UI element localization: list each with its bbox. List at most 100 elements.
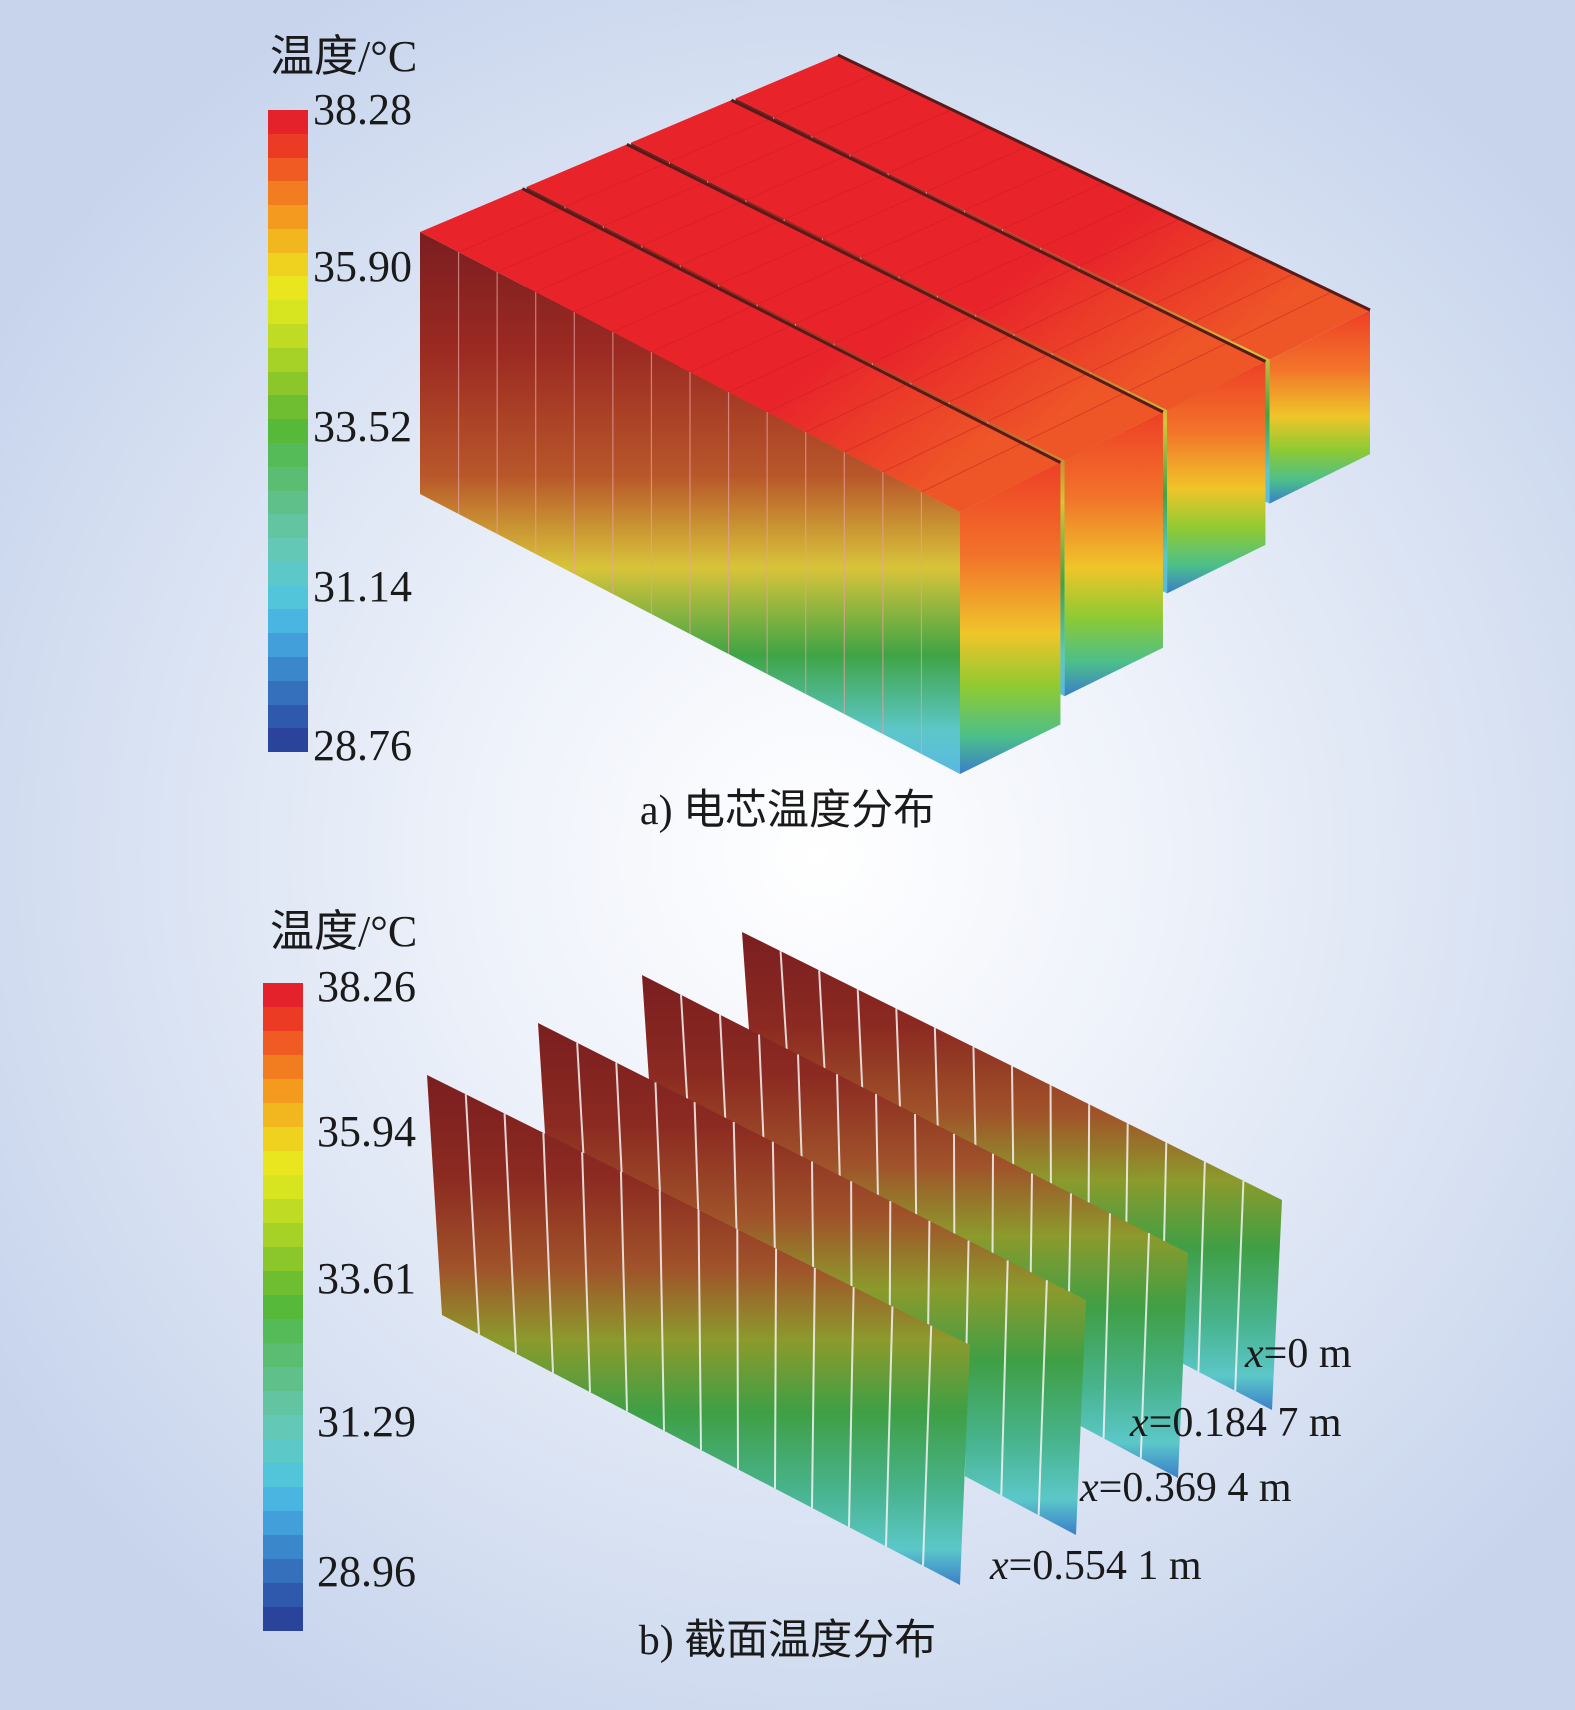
cell-top-line <box>860 211 961 258</box>
cell-gap-line <box>697 1209 702 1451</box>
cell-gap-line <box>885 1306 894 1547</box>
cell-top-line <box>669 118 770 163</box>
cross-section-planes-3d <box>427 932 1282 1585</box>
cell-gap-line <box>811 1267 816 1508</box>
cell-top-line <box>937 249 1037 296</box>
colorbar-tick: 38.26 <box>317 962 416 1011</box>
colorbar-segment <box>268 347 308 372</box>
colorbar-segment <box>268 276 308 301</box>
cell-top-line <box>833 296 934 344</box>
cell-top-line <box>784 174 885 220</box>
colorbar-segment <box>268 395 308 420</box>
colorbar-segment <box>263 1295 303 1319</box>
module-front-face <box>1064 412 1163 697</box>
colorbar-tick: 33.52 <box>313 402 412 451</box>
plane-label-0: x=0 m <box>1245 1331 1352 1377</box>
section-plane <box>427 1075 970 1585</box>
colorbar <box>263 983 303 1631</box>
colorbar-segment <box>268 609 308 634</box>
cell-top-line <box>641 201 742 246</box>
cell-top-line <box>795 277 896 325</box>
plane-label-1: x=0.184 7 m <box>1130 1400 1342 1446</box>
caption: a) 电芯温度分布 <box>639 788 936 834</box>
cell-top-line <box>949 354 1049 403</box>
colorbar-segment <box>263 1031 303 1055</box>
cell-gap-line <box>1234 1180 1245 1391</box>
cell-top-line <box>773 72 877 118</box>
cell-top-line <box>718 239 819 286</box>
cell-top-line <box>849 109 953 155</box>
colorbar-tick: 35.94 <box>317 1107 416 1156</box>
cell-top-line <box>458 207 562 253</box>
cell-top-line <box>651 305 754 353</box>
cell-gap-line <box>1102 1213 1111 1439</box>
row-gap-line <box>521 187 1062 464</box>
colorbar-segment <box>263 1535 303 1559</box>
row-gap-line <box>837 53 1371 312</box>
colorbar-segment <box>263 1223 303 1247</box>
cell-top-line <box>887 127 991 174</box>
cell-top-line <box>822 193 923 239</box>
row-gap-line <box>626 143 1164 414</box>
colorbar-segment <box>263 1391 303 1415</box>
colorbar-segment <box>268 324 308 348</box>
cell-top-line <box>1040 200 1143 249</box>
colorbar-tick: 31.14 <box>313 562 412 611</box>
cell-top-line <box>805 383 907 433</box>
colorbar-segment <box>263 1151 303 1175</box>
cell-gap-line <box>658 1190 665 1431</box>
colorbar-segment <box>268 419 308 443</box>
plane-label-3: x=0.554 1 m <box>990 1543 1202 1589</box>
module-top-face <box>420 188 1061 512</box>
colorbar-tick: 38.28 <box>313 85 412 134</box>
cell-gap-line <box>736 1229 739 1470</box>
cell-top-line <box>921 442 1023 493</box>
colorbar-segment <box>268 371 308 396</box>
cell-top-line <box>975 267 1075 315</box>
colorbar-segment <box>268 181 308 206</box>
cell-top-line <box>1116 236 1219 286</box>
cell-gap-line <box>619 1171 628 1412</box>
colorbar-segment <box>268 514 308 539</box>
cell-top-line <box>1128 342 1228 392</box>
colorbar-segment <box>263 1007 303 1031</box>
cell-top-line <box>612 285 715 333</box>
colorbar-segment <box>263 1607 303 1631</box>
module-top-face <box>631 100 1266 410</box>
cell-top-line <box>811 90 915 137</box>
colorbar-segment <box>268 110 308 134</box>
legend-title: 温度/°C <box>270 32 418 81</box>
cell-top-line <box>689 325 792 373</box>
colorbar-tick: 33.61 <box>317 1254 416 1303</box>
cell-top-line <box>1013 286 1114 335</box>
module-front-face <box>1167 361 1266 594</box>
cell-gap-line <box>774 1248 778 1489</box>
colorbar-segment <box>263 1055 303 1079</box>
cell-gap-line <box>1139 1233 1150 1459</box>
cell-top-line <box>728 344 831 393</box>
colorbar-segment <box>268 442 308 467</box>
cell-top-line <box>1090 323 1190 373</box>
colorbar-segment <box>268 228 308 253</box>
cell-top-line <box>496 227 600 273</box>
cell-top-line <box>910 335 1011 383</box>
colorbar-segment <box>268 585 308 610</box>
cell-gap-line <box>464 1094 480 1335</box>
cell-top-line <box>898 230 999 277</box>
cell-gap-line <box>581 1152 591 1393</box>
cell-top-line <box>964 163 1067 211</box>
cell-top-line <box>1154 254 1257 304</box>
cell-top-line <box>1193 273 1295 323</box>
colorbar-segment <box>268 538 308 562</box>
colorbar-segment <box>268 252 308 277</box>
colorbar-segment <box>263 1559 303 1583</box>
cell-top-line <box>1025 392 1125 442</box>
cell-top-line <box>1051 305 1152 354</box>
cell-gap-line <box>1037 1280 1048 1516</box>
cell-top-line <box>882 422 984 473</box>
module-top-face <box>735 55 1370 360</box>
cell-top-line <box>756 258 857 305</box>
colorbar-segment <box>268 561 308 586</box>
row-gap-line <box>730 98 1267 363</box>
colorbar-segment <box>263 1103 303 1127</box>
